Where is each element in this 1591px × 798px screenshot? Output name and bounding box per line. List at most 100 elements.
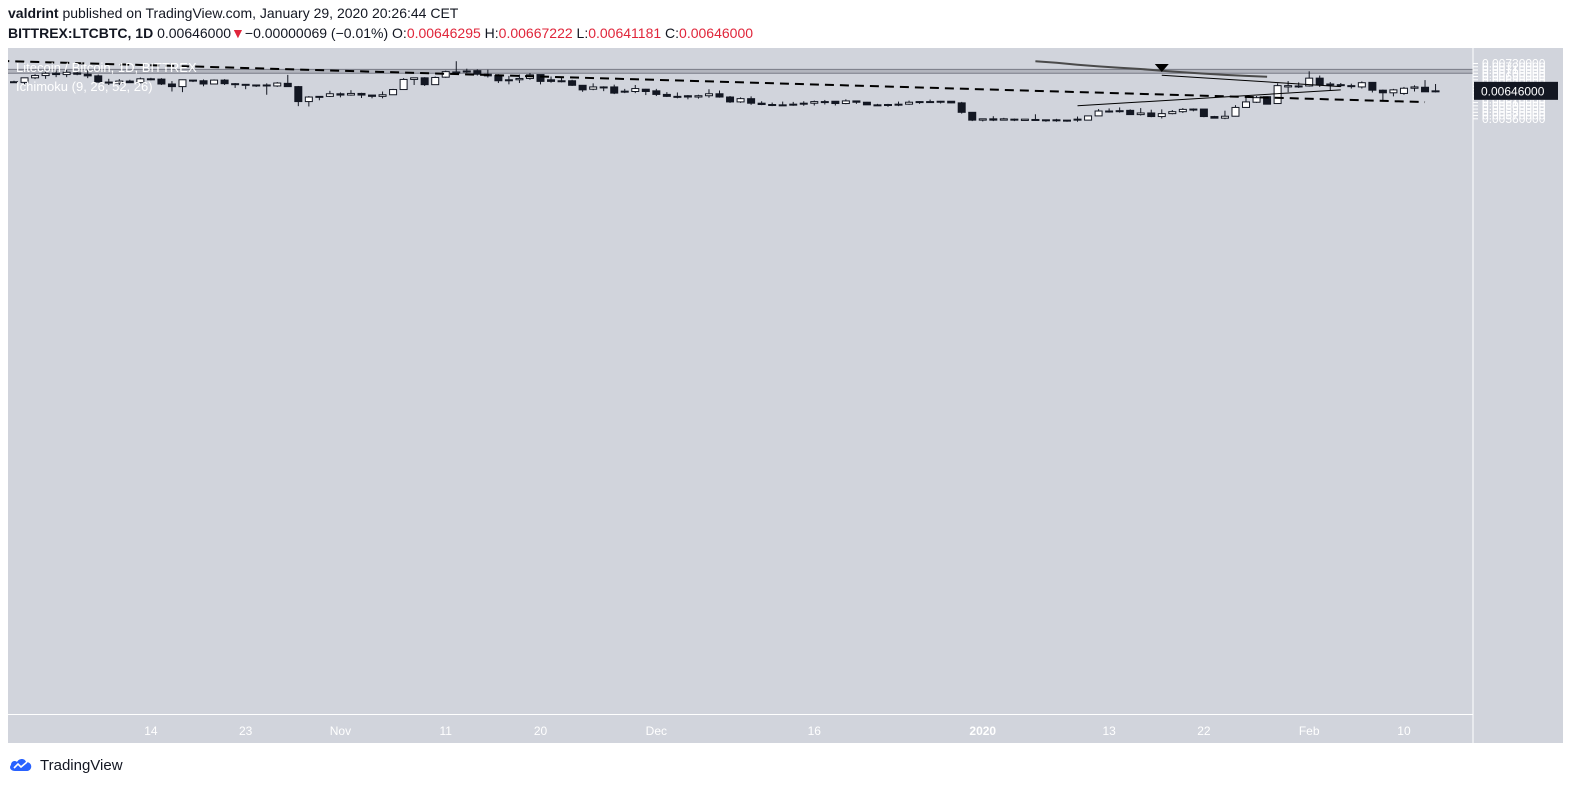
candle bbox=[189, 79, 198, 83]
candle-body-up bbox=[1231, 106, 1240, 117]
candle-body-up bbox=[1220, 115, 1229, 119]
candle-body-down bbox=[610, 86, 619, 94]
candle bbox=[83, 70, 92, 79]
candle-body-up bbox=[694, 95, 703, 98]
candle-body-down bbox=[768, 104, 777, 107]
wedge-lower-line bbox=[1077, 89, 1341, 107]
candle bbox=[241, 83, 250, 90]
candle-body-up bbox=[589, 86, 598, 90]
candle-body-down bbox=[683, 95, 692, 98]
candle-body-down bbox=[852, 100, 861, 103]
candle bbox=[1105, 108, 1114, 113]
low-label: L: bbox=[576, 25, 589, 41]
candle-body-down bbox=[336, 93, 345, 96]
candle bbox=[378, 91, 387, 99]
candle bbox=[178, 79, 187, 93]
candle-body-down bbox=[1368, 81, 1377, 91]
candle-body-up bbox=[1252, 97, 1261, 103]
candle bbox=[947, 100, 956, 104]
candle-body-down bbox=[157, 78, 166, 85]
publish-info: published on TradingView.com, January 29… bbox=[58, 5, 459, 21]
candle-body-up bbox=[1168, 111, 1177, 115]
candle-body-down bbox=[146, 78, 155, 81]
candle bbox=[504, 75, 513, 85]
candle bbox=[1052, 118, 1061, 122]
candle-body-up bbox=[31, 75, 40, 79]
candle-body-up bbox=[136, 78, 145, 84]
candle-body-down bbox=[536, 74, 545, 82]
candle bbox=[799, 101, 808, 106]
candle bbox=[1073, 116, 1082, 122]
candle bbox=[610, 84, 619, 95]
candle-body-down bbox=[1336, 84, 1345, 87]
candle-body-down bbox=[873, 104, 882, 107]
candle bbox=[62, 70, 71, 78]
high-value: 0.00667222 bbox=[498, 25, 573, 41]
candle bbox=[926, 99, 935, 104]
y-tick-label: 0.00570000 bbox=[1482, 109, 1546, 123]
candle bbox=[41, 71, 50, 79]
candle-body-down bbox=[989, 118, 998, 121]
candle bbox=[789, 101, 798, 106]
x-tick-label: 2020 bbox=[969, 724, 996, 738]
candle-body-down bbox=[357, 92, 366, 96]
candle-body-up bbox=[325, 93, 334, 97]
candle-body-up bbox=[1020, 118, 1029, 121]
candle-body-down bbox=[568, 80, 577, 86]
candle bbox=[199, 79, 208, 87]
candle-body-down bbox=[957, 102, 966, 113]
candle bbox=[978, 118, 987, 122]
last-price-badge bbox=[1474, 81, 1558, 100]
y-tick-label: 0.00600000 bbox=[1482, 99, 1546, 113]
candle bbox=[231, 83, 240, 88]
candle-body-up bbox=[789, 103, 798, 106]
candle bbox=[820, 99, 829, 105]
candle bbox=[1220, 110, 1229, 120]
candle bbox=[1136, 108, 1145, 116]
candle bbox=[294, 85, 303, 107]
candle bbox=[1421, 80, 1430, 93]
footer-brand[interactable]: TradingView bbox=[8, 756, 123, 774]
resistance-zone bbox=[8, 69, 1473, 74]
descending-trendline bbox=[8, 60, 1426, 104]
x-tick-label: 22 bbox=[1197, 724, 1211, 738]
publish-line: valdrint published on TradingView.com, J… bbox=[8, 5, 458, 21]
candle bbox=[1020, 118, 1029, 121]
candle-body-down bbox=[1378, 89, 1387, 94]
candle-body-down bbox=[1199, 108, 1208, 118]
candle-body-up bbox=[1305, 77, 1314, 87]
candle bbox=[1126, 109, 1135, 116]
candle bbox=[1094, 109, 1103, 117]
time-axis-background bbox=[8, 715, 1473, 743]
candle bbox=[1157, 109, 1166, 119]
candle-body-down bbox=[947, 100, 956, 104]
candle bbox=[757, 101, 766, 106]
high-label: H: bbox=[484, 25, 499, 41]
candle-body-up bbox=[399, 78, 408, 91]
y-tick-label: 0.00690000 bbox=[1482, 70, 1546, 84]
candle bbox=[641, 88, 650, 96]
candle-body-up bbox=[820, 101, 829, 104]
candle bbox=[883, 103, 892, 107]
candle-body-up bbox=[41, 72, 50, 77]
candle bbox=[73, 70, 82, 76]
candle-body-up bbox=[431, 76, 440, 86]
candle bbox=[957, 101, 966, 114]
indicator-legend[interactable]: Ichimoku (9, 26, 52, 26) bbox=[16, 79, 153, 94]
candle bbox=[841, 99, 850, 105]
candle-body-down bbox=[641, 88, 650, 92]
candle-body-up bbox=[810, 101, 819, 104]
author-name[interactable]: valdrint bbox=[8, 5, 59, 21]
candle bbox=[873, 103, 882, 107]
candle-body-up bbox=[978, 118, 987, 121]
x-tick-label: 13 bbox=[1102, 724, 1116, 738]
candle bbox=[283, 74, 292, 88]
x-tick-label: 23 bbox=[239, 724, 253, 738]
candle-body-down bbox=[167, 83, 176, 88]
candle bbox=[905, 100, 914, 105]
candle-body-down bbox=[104, 81, 113, 84]
candle-body-up bbox=[883, 104, 892, 107]
candle-body-up bbox=[1273, 85, 1282, 105]
last-price-label: 0.00646000 bbox=[1481, 84, 1545, 98]
